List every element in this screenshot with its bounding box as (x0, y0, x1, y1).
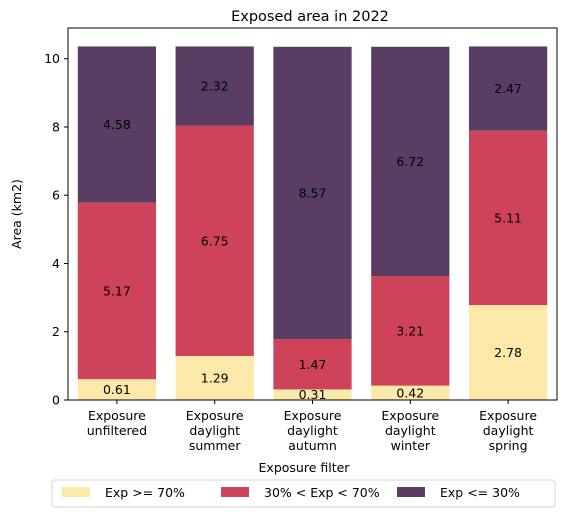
x-tick-label: Exposure (381, 408, 439, 423)
legend-label: Exp <= 30% (440, 485, 520, 500)
legend-swatch (62, 487, 90, 497)
x-tick-label: Exposure (186, 408, 244, 423)
bar-value-label: 2.32 (201, 79, 229, 94)
x-tick-label: daylight (189, 423, 240, 438)
bar-segment (77, 379, 157, 400)
bar-segment (273, 46, 352, 340)
bar-value-label: 0.61 (103, 382, 131, 397)
x-tick-label: spring (489, 438, 528, 453)
x-tick-label: winter (391, 438, 431, 453)
legend-label: 30% < Exp < 70% (264, 485, 380, 500)
bar-segment (273, 389, 352, 400)
bar-value-label: 1.47 (299, 357, 327, 372)
x-tick-label: daylight (483, 423, 534, 438)
bar-value-label: 0.42 (396, 385, 424, 400)
x-tick-label: autumn (288, 438, 337, 453)
bar-segment (468, 305, 548, 400)
bar-value-label: 0.31 (299, 387, 327, 402)
bar-value-label: 2.78 (494, 345, 522, 360)
x-tick-label: daylight (385, 423, 436, 438)
legend-swatch (221, 487, 249, 497)
bars-layer: 0.61 5.17 4.58 1.29 6.75 2.32 0.31 1.47 8.57 0.42… (77, 46, 548, 402)
bar-segment (77, 46, 157, 203)
y-tick-label: 2 (52, 324, 60, 339)
bar-value-label: 6.75 (201, 233, 229, 248)
plot-frame (67, 27, 558, 401)
bar-value-label: 4.58 (103, 117, 131, 132)
bar-segment (175, 355, 254, 400)
y-tick-label: 0 (52, 393, 60, 408)
bar-segment (273, 339, 352, 390)
bar-value-label: 3.21 (396, 323, 424, 338)
bar-value-label: 1.29 (201, 370, 229, 385)
bar-value-label: 6.72 (396, 154, 424, 169)
x-tick-label: summer (189, 438, 241, 453)
bar-segment (371, 46, 450, 277)
bar-segment (175, 46, 254, 126)
legend-swatch (397, 487, 425, 497)
y-axis-label: Area (km2) (9, 179, 24, 249)
bar-segment (175, 125, 254, 356)
bar-segment (468, 46, 548, 131)
x-tick-label: unfiltered (87, 423, 147, 438)
x-tick-label: Exposure (479, 408, 537, 423)
x-tick-label: Exposure (88, 408, 146, 423)
x-tick-label: daylight (287, 423, 338, 438)
bar-segment (371, 276, 450, 386)
bar-value-label: 8.57 (299, 186, 327, 201)
bar-value-label: 5.11 (494, 210, 522, 225)
bar-value-label: 2.47 (494, 81, 522, 96)
bar-segment (371, 385, 450, 400)
bar-segment (468, 130, 548, 306)
legend: Exp >= 70% 30% < Exp < 70% Exp <= 30% (51, 479, 556, 508)
x-axis-label: Exposure filter (259, 460, 351, 475)
bar-value-label: 5.17 (103, 283, 131, 298)
y-tick-label: 10 (44, 51, 60, 66)
x-axis: ExposureunfilteredExposuredaylightsummer… (87, 400, 537, 453)
legend-box (51, 479, 556, 508)
bar-segment (77, 202, 157, 380)
y-tick-label: 6 (52, 188, 60, 203)
y-tick-label: 4 (52, 256, 60, 271)
chart-title: Exposed area in 2022 (231, 9, 389, 25)
y-axis: 0 2 4 6 8 10 (44, 51, 68, 408)
legend-label: Exp >= 70% (105, 485, 185, 500)
x-tick-label: Exposure (284, 408, 342, 423)
y-tick-label: 8 (52, 119, 60, 134)
